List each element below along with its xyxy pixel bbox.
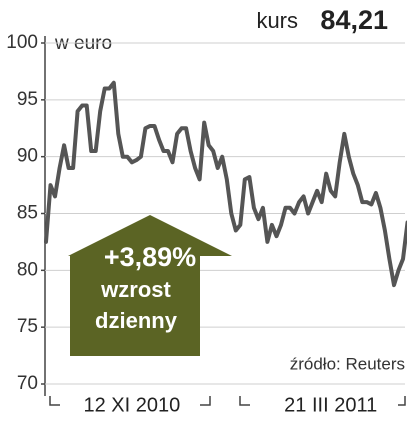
arrow-box [68,215,232,356]
annotation: wzrost [100,277,171,302]
y-label: w euro [54,33,112,54]
y-tick-label: 80 [17,259,38,280]
y-tick-label: 70 [17,373,38,394]
annotation: dzienny [95,308,178,333]
x-brackets [49,396,406,406]
title-value: 84,21 [320,5,388,35]
y-tick-label: 85 [17,203,38,224]
annotation: +3,89% [104,242,196,272]
y-tick-label: 95 [17,89,38,110]
source: źródło: Reuters [290,354,405,373]
x-tick-label: 12 XI 2010 [83,394,180,416]
x-tick-label: 21 III 2011 [284,394,377,416]
y-tick-label: 100 [6,32,38,53]
y-tick-label: 75 [17,316,38,337]
y-tick-label: 90 [17,146,38,167]
chart-title: kurs [256,8,298,33]
line [44,80,407,288]
